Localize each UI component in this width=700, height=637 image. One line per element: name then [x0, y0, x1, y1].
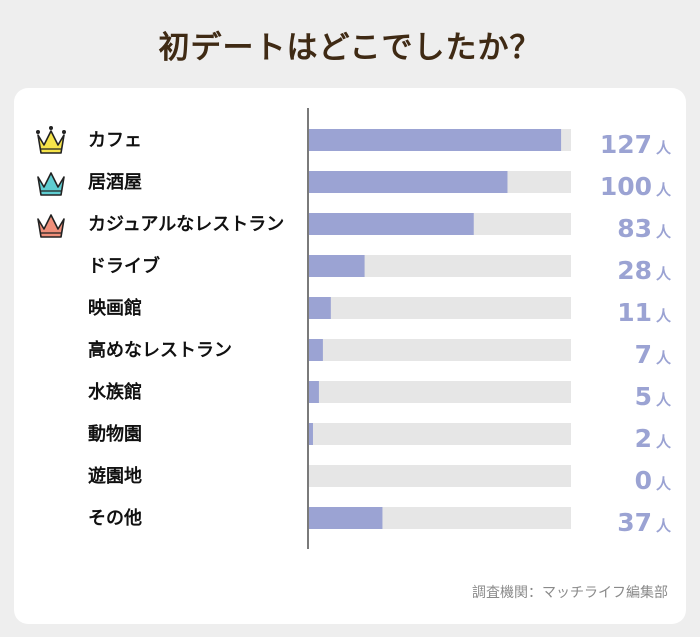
- category-label: カジュアルなレストラン: [88, 214, 284, 235]
- category-label: ドライブ: [88, 255, 160, 277]
- value-label: 5: [635, 382, 652, 411]
- value-label: 28: [617, 256, 652, 285]
- unit-label: 人: [656, 475, 672, 493]
- bar: [309, 507, 383, 529]
- value-label: 0: [635, 466, 652, 495]
- bar-track: [309, 297, 571, 319]
- value-label: 7: [635, 340, 652, 369]
- value-label: 11: [617, 298, 652, 327]
- bar-track: [309, 423, 571, 445]
- category-label: 動物園: [88, 423, 142, 445]
- crown-gold-icon: [36, 126, 66, 154]
- value-label: 83: [617, 214, 652, 243]
- crown-teal-icon: [37, 172, 65, 196]
- unit-label: 人: [656, 433, 672, 451]
- bar: [309, 297, 331, 319]
- bar: [309, 255, 365, 277]
- category-label: その他: [88, 507, 142, 529]
- source-note: 調査機関：マッチライフ編集部: [472, 585, 668, 601]
- bar-track: [309, 339, 571, 361]
- value-label: 100: [600, 172, 652, 201]
- category-label: 居酒屋: [88, 171, 142, 193]
- category-label: 映画館: [88, 297, 142, 319]
- bar-track: [309, 381, 571, 403]
- value-label: 2: [635, 424, 652, 453]
- value-label: 37: [617, 508, 652, 537]
- category-label: カフェ: [88, 130, 142, 151]
- bar: [309, 213, 474, 235]
- bar: [309, 171, 508, 193]
- unit-label: 人: [656, 139, 672, 157]
- bar: [309, 423, 313, 445]
- category-label: 水族館: [88, 381, 142, 403]
- crown-salmon-icon: [37, 214, 65, 238]
- bar: [309, 339, 323, 361]
- category-label: 遊園地: [88, 465, 142, 487]
- unit-label: 人: [656, 391, 672, 409]
- unit-label: 人: [656, 265, 672, 283]
- unit-label: 人: [656, 181, 672, 199]
- category-label: 高めなレストラン: [88, 339, 232, 361]
- bar-track: [309, 255, 571, 277]
- unit-label: 人: [656, 223, 672, 241]
- value-label: 127: [600, 130, 652, 159]
- bar-track: [309, 465, 571, 487]
- bar: [309, 129, 562, 151]
- unit-label: 人: [656, 517, 672, 535]
- chart-title: 初デートはどこでしたか？: [158, 30, 542, 66]
- bar: [309, 381, 319, 403]
- unit-label: 人: [656, 349, 672, 367]
- unit-label: 人: [656, 307, 672, 325]
